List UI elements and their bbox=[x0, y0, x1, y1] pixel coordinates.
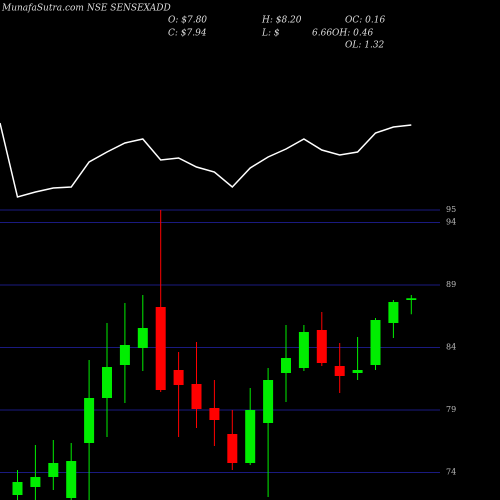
candle-body bbox=[209, 408, 220, 420]
candle-body bbox=[173, 370, 184, 385]
indicator-line bbox=[0, 122, 412, 198]
candle-body bbox=[227, 434, 238, 463]
candle-body bbox=[102, 367, 112, 398]
candle-body bbox=[12, 482, 23, 495]
candle-body bbox=[66, 461, 77, 498]
candle-body bbox=[388, 302, 399, 323]
candle-body bbox=[406, 298, 417, 300]
stat-high: H: $8.20 bbox=[261, 16, 302, 26]
candle-body bbox=[48, 463, 59, 477]
stat-low: L: $ bbox=[261, 29, 280, 39]
candle-body bbox=[281, 358, 291, 373]
chart-title: MunafaSutra.com NSE SENSEXADD bbox=[1, 4, 171, 14]
candle-body bbox=[245, 410, 256, 463]
stat-open: O: $7.80 bbox=[168, 16, 207, 26]
candle-body bbox=[334, 366, 345, 376]
y-tick-label: 74 bbox=[446, 468, 456, 477]
stat-close: C: $7.94 bbox=[168, 29, 207, 39]
stat-oh: 6.66OH: 0.46 bbox=[312, 29, 373, 39]
candle-body bbox=[352, 370, 363, 373]
candle-body bbox=[84, 398, 95, 443]
stat-oc: OC: 0.16 bbox=[345, 16, 385, 26]
y-tick-label: 94 bbox=[446, 218, 456, 227]
candle-body bbox=[30, 477, 41, 487]
candle-body bbox=[370, 320, 381, 365]
stat-ol: OL: 1.32 bbox=[345, 41, 385, 51]
y-tick-label: 84 bbox=[446, 343, 456, 352]
y-tick-label: 89 bbox=[446, 280, 456, 289]
candle-body bbox=[316, 330, 327, 363]
candle-body bbox=[137, 328, 148, 348]
y-tick-label: 95 bbox=[446, 205, 456, 214]
candle-body bbox=[155, 307, 166, 390]
candle-body bbox=[191, 384, 202, 409]
candle-body bbox=[263, 380, 274, 423]
candle-body bbox=[119, 345, 130, 365]
candle-body bbox=[298, 332, 309, 368]
y-tick-label: 79 bbox=[446, 405, 456, 414]
